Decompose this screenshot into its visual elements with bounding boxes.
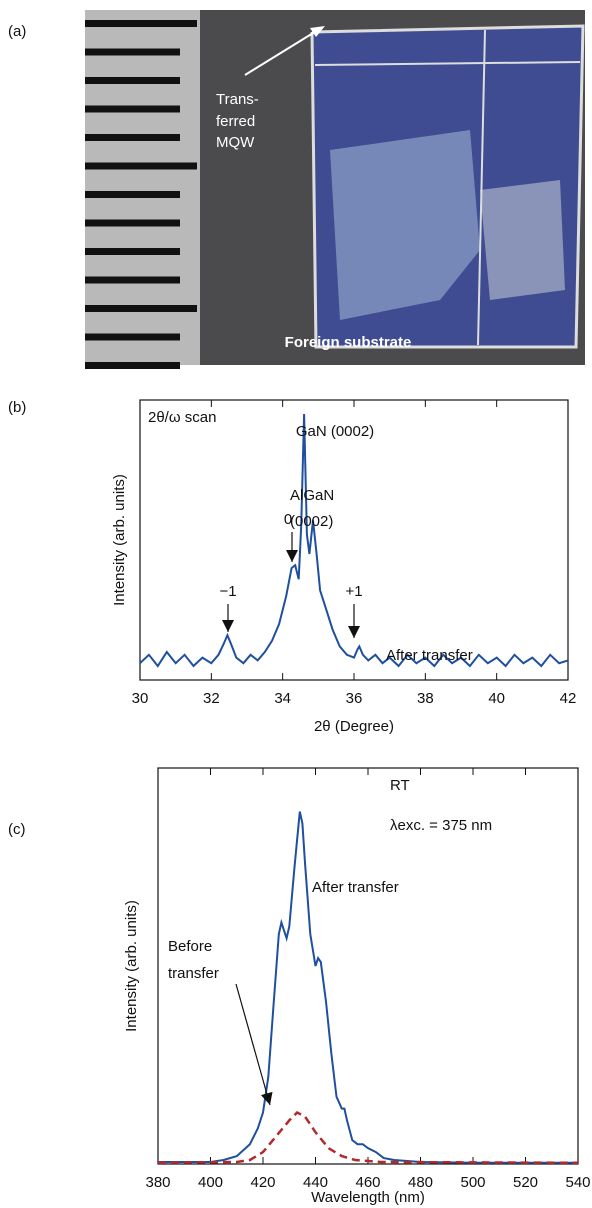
arrow-text: MQW — [216, 134, 255, 151]
ruler-mark — [85, 77, 180, 84]
annotation: 2θ/ω scan — [148, 409, 216, 426]
data-line — [157, 1110, 579, 1165]
arrow-head — [286, 550, 298, 562]
caption: Foreign substrate — [285, 334, 412, 351]
annotation: RT — [390, 777, 410, 794]
sample-patch — [330, 130, 480, 320]
y-axis-label: Intensity (arb. units) — [111, 474, 128, 606]
ruler-mark — [85, 162, 197, 170]
data-line — [139, 413, 569, 668]
arrow-text: Trans- — [216, 91, 259, 108]
annotation: AlGaN — [290, 487, 334, 504]
arrow-head — [222, 620, 234, 632]
arrow — [244, 29, 319, 76]
panel-label: (c) — [8, 821, 26, 838]
x-tick-label: 500 — [460, 1174, 485, 1191]
ruler-mark — [85, 219, 180, 227]
y-axis-label: Intensity (arb. units) — [123, 900, 140, 1032]
ruler-mark — [85, 134, 180, 141]
x-tick-label: 420 — [250, 1174, 275, 1191]
ruler-mark — [85, 276, 180, 284]
x-axis-label: Wavelength (nm) — [311, 1189, 425, 1206]
x-tick-label: 30 — [132, 690, 149, 707]
annotation: (0002) — [290, 513, 333, 530]
series-label: After transfer — [386, 647, 473, 664]
ruler-mark — [85, 191, 180, 198]
ruler-mark — [85, 48, 180, 56]
x-tick-label: 36 — [346, 690, 363, 707]
annotation: GaN (0002) — [296, 423, 374, 440]
x-tick-label: 440 — [303, 1174, 328, 1191]
panel-label: (b) — [8, 399, 26, 416]
crack — [314, 61, 581, 66]
x-tick-label: 520 — [513, 1174, 538, 1191]
ruler-mark — [85, 305, 197, 312]
x-tick-label: 32 — [203, 690, 220, 707]
x-tick-label: 380 — [145, 1174, 170, 1191]
x-tick-label: 42 — [560, 690, 577, 707]
ruler-mark — [85, 20, 197, 27]
annotation: transfer — [168, 965, 219, 982]
ruler-mark — [85, 333, 180, 341]
photo: Trans- ferred MQW Foreign substrate — [85, 10, 585, 369]
data-line — [158, 811, 578, 1164]
sample-patch — [480, 180, 565, 300]
x-tick-label: 400 — [198, 1174, 223, 1191]
arrow-text: ferred — [216, 113, 255, 130]
x-tick-label: 38 — [417, 690, 434, 707]
arrow — [235, 983, 271, 1106]
arrow-head — [260, 1091, 273, 1105]
annotation: λexc. = 375 nm — [390, 817, 492, 834]
ruler-mark — [85, 362, 180, 369]
plot-frame — [157, 767, 579, 1165]
crack — [477, 29, 486, 346]
x-axis-label: 2θ (Degree) — [314, 718, 394, 735]
arrow-head — [348, 626, 360, 638]
ruler-mark — [85, 105, 180, 113]
x-tick-label: 40 — [488, 690, 505, 707]
x-tick-label: 540 — [565, 1174, 590, 1191]
arrow-head — [310, 26, 325, 37]
x-tick-label: 460 — [355, 1174, 380, 1191]
ruler-mark — [85, 248, 180, 255]
panel-label: (a) — [8, 23, 26, 40]
annotation: Before — [168, 938, 212, 955]
x-tick-label: 480 — [408, 1174, 433, 1191]
sample-edge — [310, 24, 585, 349]
annotation: +1 — [345, 583, 362, 600]
annotation: 0 — [284, 511, 292, 528]
x-tick-label: 34 — [274, 690, 291, 707]
annotation: −1 — [219, 583, 236, 600]
series-label: After transfer — [312, 879, 399, 896]
